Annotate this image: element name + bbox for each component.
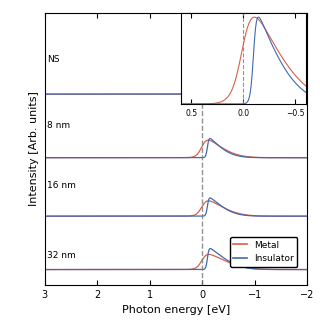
Legend: Metal, Insulator: Metal, Insulator [230,237,297,267]
Text: 8 nm: 8 nm [47,121,70,130]
Text: 32 nm: 32 nm [47,251,76,260]
Text: NS: NS [47,55,60,64]
Y-axis label: Intensity [Arb. units]: Intensity [Arb. units] [29,92,39,206]
Text: 16 nm: 16 nm [47,180,76,189]
X-axis label: Photon energy [eV]: Photon energy [eV] [122,305,230,315]
